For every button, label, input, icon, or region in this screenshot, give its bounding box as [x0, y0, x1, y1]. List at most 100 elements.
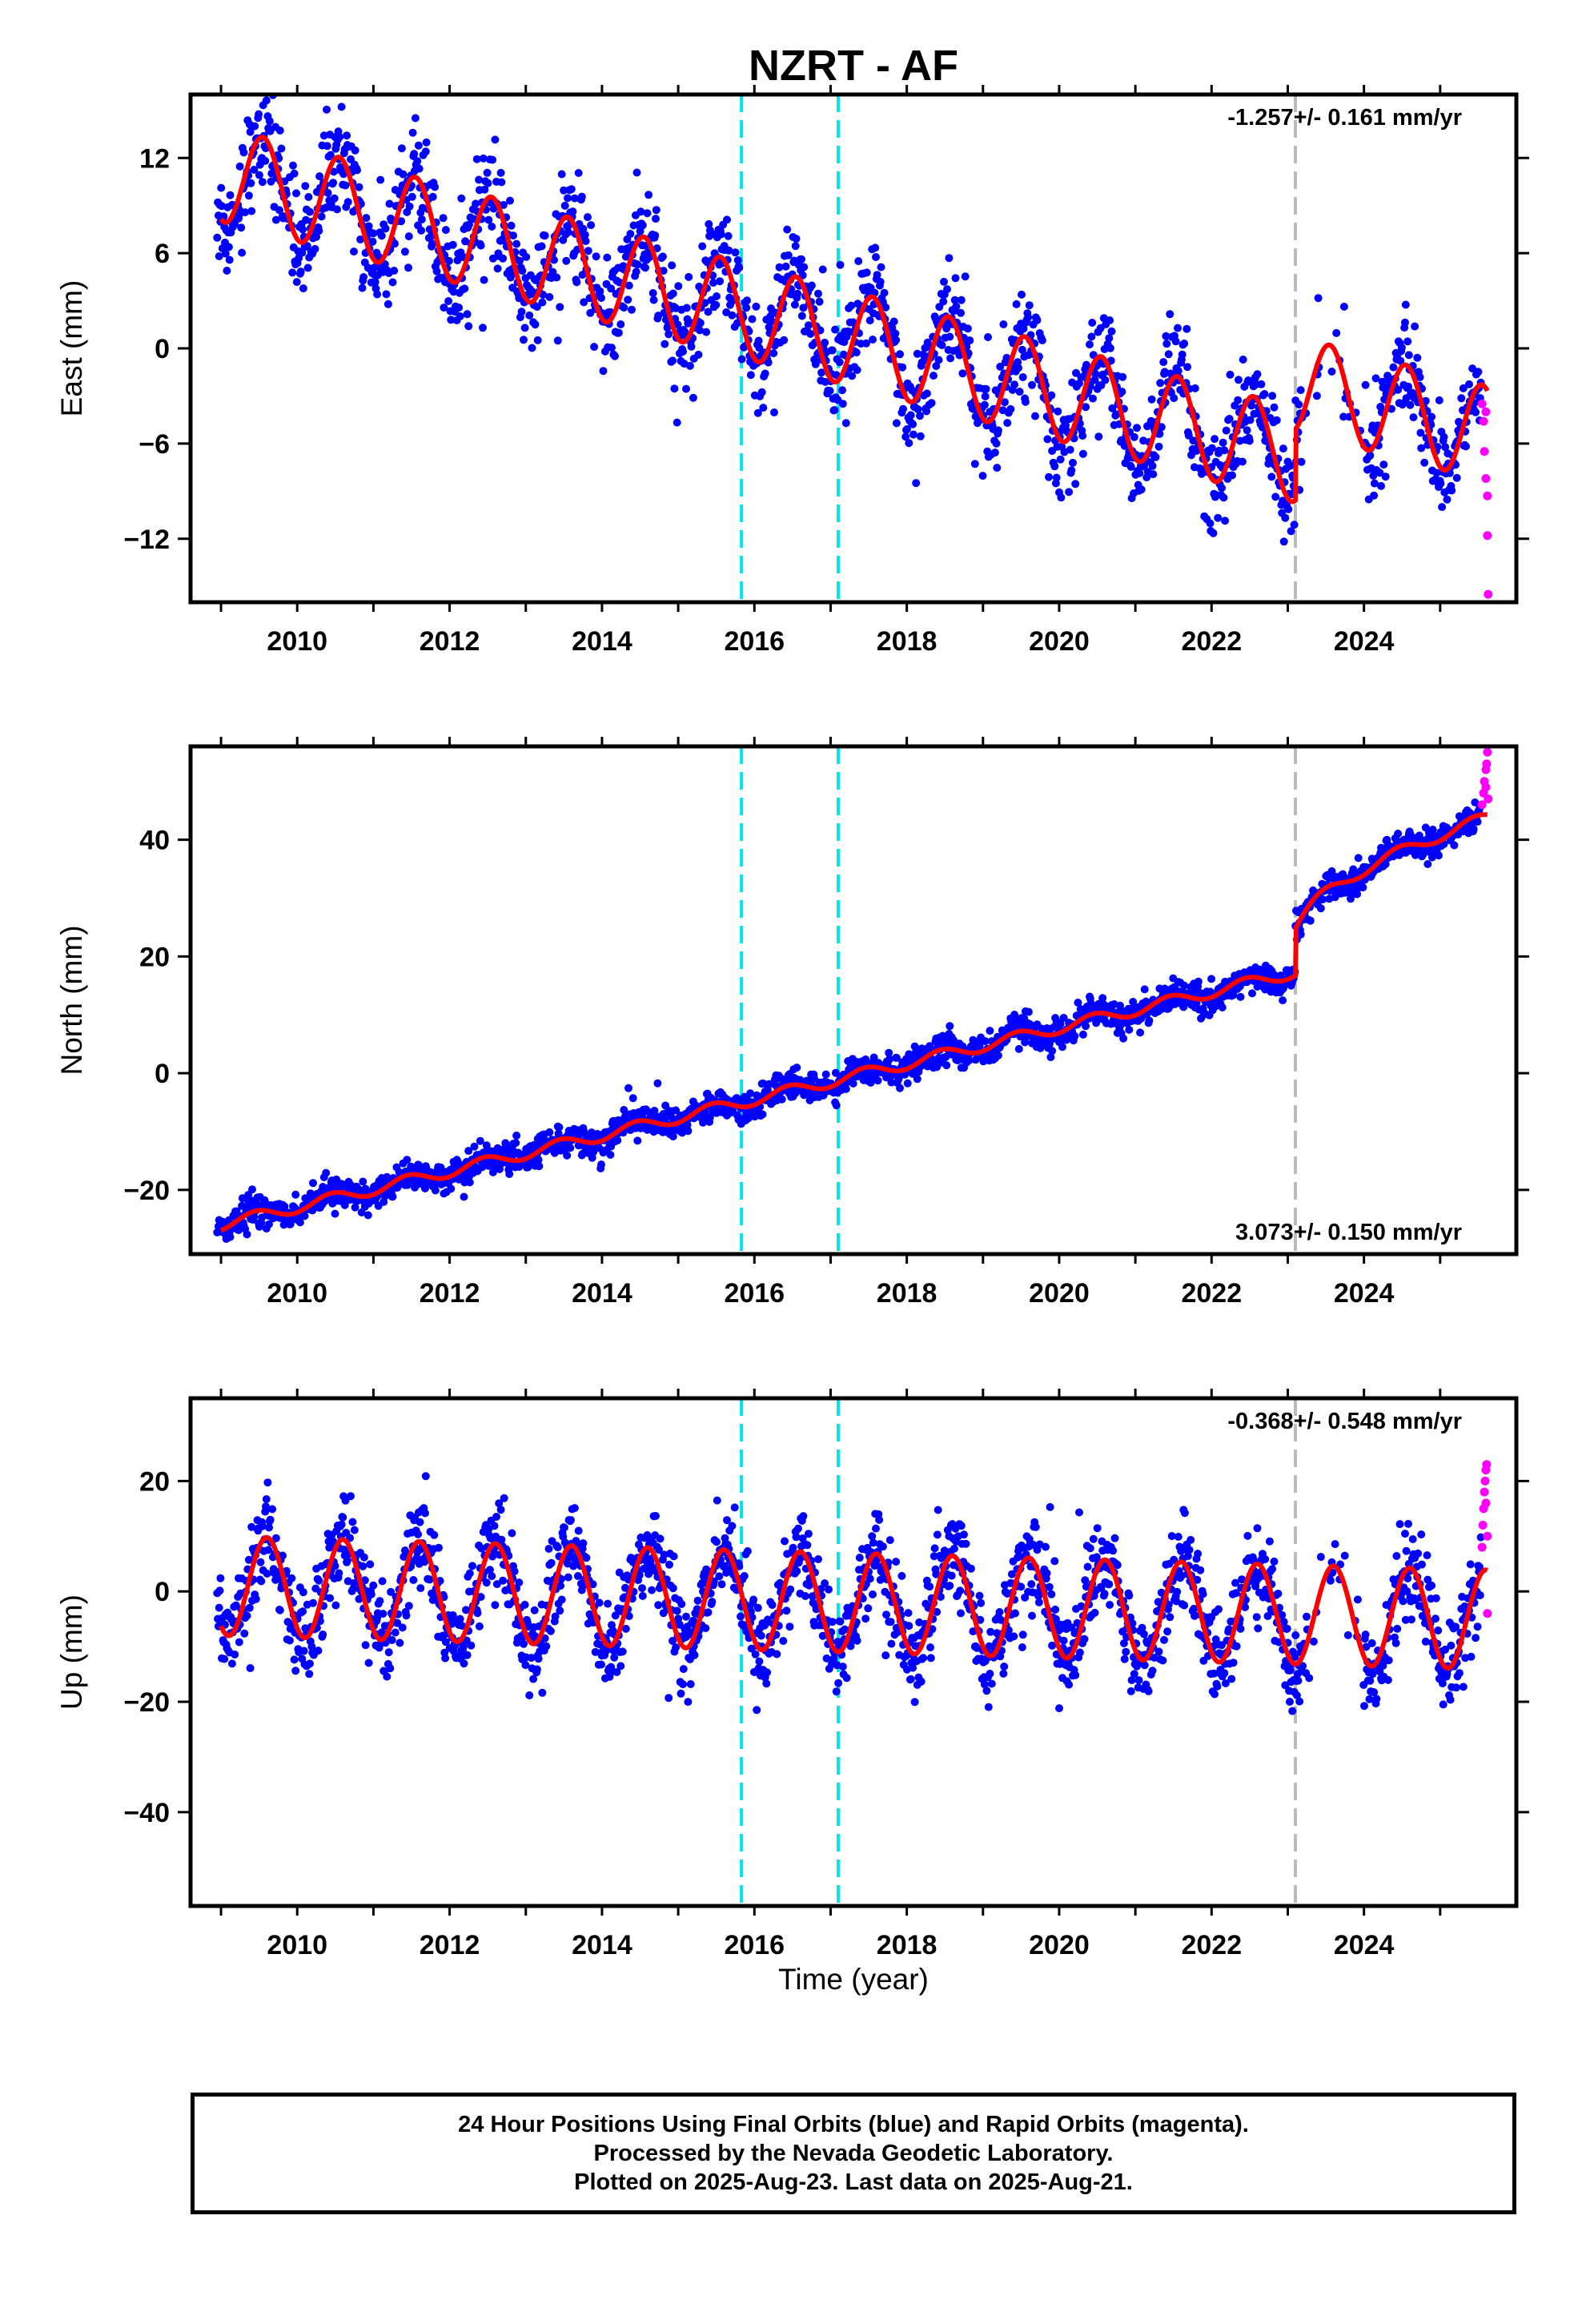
data-point	[580, 298, 588, 307]
data-point	[1221, 517, 1230, 525]
data-point	[1043, 435, 1052, 444]
data-point	[876, 277, 885, 286]
data-point	[497, 178, 506, 187]
data-point	[532, 1665, 541, 1674]
data-point	[1149, 470, 1158, 479]
data-point	[243, 1611, 251, 1620]
data-point	[1473, 818, 1482, 826]
data-point	[1148, 461, 1157, 470]
data-point	[525, 311, 534, 320]
x-tick-label: 2020	[1029, 626, 1090, 657]
data-point	[762, 1679, 771, 1688]
data-point	[353, 166, 361, 175]
data-point	[1098, 994, 1107, 1003]
data-point	[806, 329, 815, 338]
data-point	[1404, 382, 1412, 391]
data-point	[1248, 989, 1256, 998]
data-point	[628, 1094, 637, 1103]
data-point	[1465, 380, 1473, 388]
data-point	[538, 1688, 547, 1697]
data-point	[388, 278, 397, 287]
data-point	[262, 1495, 271, 1503]
data-point	[990, 448, 999, 457]
y-tick-label: 20	[139, 942, 170, 972]
data-point	[296, 267, 305, 276]
data-point	[1316, 904, 1325, 913]
data-point	[1218, 484, 1226, 493]
data-point	[682, 384, 690, 393]
data-point	[590, 343, 599, 352]
data-point	[1206, 987, 1215, 996]
y-tick-label: 6	[155, 239, 170, 269]
data-point	[957, 308, 965, 317]
data-point	[439, 214, 448, 223]
data-point	[725, 246, 733, 255]
data-point	[891, 329, 900, 338]
rapid-point	[1481, 407, 1491, 416]
y-tick-label: 12	[139, 143, 170, 174]
data-point	[567, 185, 576, 194]
data-point	[624, 1084, 632, 1092]
data-point	[266, 1515, 275, 1524]
data-point	[580, 231, 589, 239]
data-point	[376, 175, 385, 184]
data-point	[584, 213, 592, 222]
data-point	[335, 133, 344, 142]
data-point	[1054, 407, 1062, 416]
data-point	[1180, 981, 1189, 990]
data-point	[1182, 324, 1191, 333]
data-point	[323, 105, 331, 114]
data-point	[992, 439, 1001, 448]
data-point	[677, 1689, 685, 1698]
data-point	[405, 202, 414, 211]
data-point	[1156, 379, 1165, 388]
data-point	[1140, 985, 1149, 994]
data-point	[761, 369, 769, 378]
data-point	[375, 1597, 384, 1606]
data-point	[865, 316, 874, 325]
data-point	[743, 296, 751, 305]
data-point	[574, 1526, 583, 1535]
data-point	[563, 1151, 572, 1160]
data-point	[717, 230, 725, 239]
data-point	[961, 272, 970, 281]
data-point	[1225, 415, 1234, 423]
data-point	[1038, 336, 1046, 344]
data-point	[1435, 851, 1443, 860]
data-point	[290, 169, 299, 178]
data-point	[556, 303, 564, 312]
data-point	[560, 201, 569, 210]
rapid-point	[1482, 759, 1492, 769]
data-point	[265, 1220, 273, 1228]
data-point	[913, 1075, 921, 1084]
data-point	[793, 1063, 801, 1072]
data-point	[404, 263, 412, 272]
data-point	[939, 297, 948, 306]
data-point	[1118, 372, 1127, 381]
rapid-point	[1479, 416, 1488, 426]
data-point	[520, 1639, 528, 1648]
data-point	[830, 406, 839, 414]
data-point	[690, 1651, 699, 1659]
data-point	[792, 235, 801, 243]
data-point	[579, 1539, 588, 1548]
data-point	[687, 342, 696, 351]
data-point	[770, 408, 778, 416]
data-point	[1295, 400, 1303, 409]
data-point	[1206, 519, 1215, 528]
data-point	[1284, 505, 1293, 513]
data-point	[613, 1136, 622, 1144]
data-point	[556, 1606, 564, 1615]
data-point	[825, 1585, 833, 1594]
plot-area-north	[213, 746, 1493, 1254]
data-point	[528, 344, 536, 352]
x-tick-label: 2016	[724, 626, 785, 657]
data-point	[885, 1055, 893, 1063]
data-point	[767, 317, 776, 326]
data-point	[463, 310, 472, 319]
data-point	[460, 1192, 468, 1201]
data-point	[1001, 398, 1009, 407]
data-point	[965, 1056, 974, 1065]
data-point	[1423, 860, 1432, 868]
x-tick-label: 2018	[877, 626, 938, 657]
